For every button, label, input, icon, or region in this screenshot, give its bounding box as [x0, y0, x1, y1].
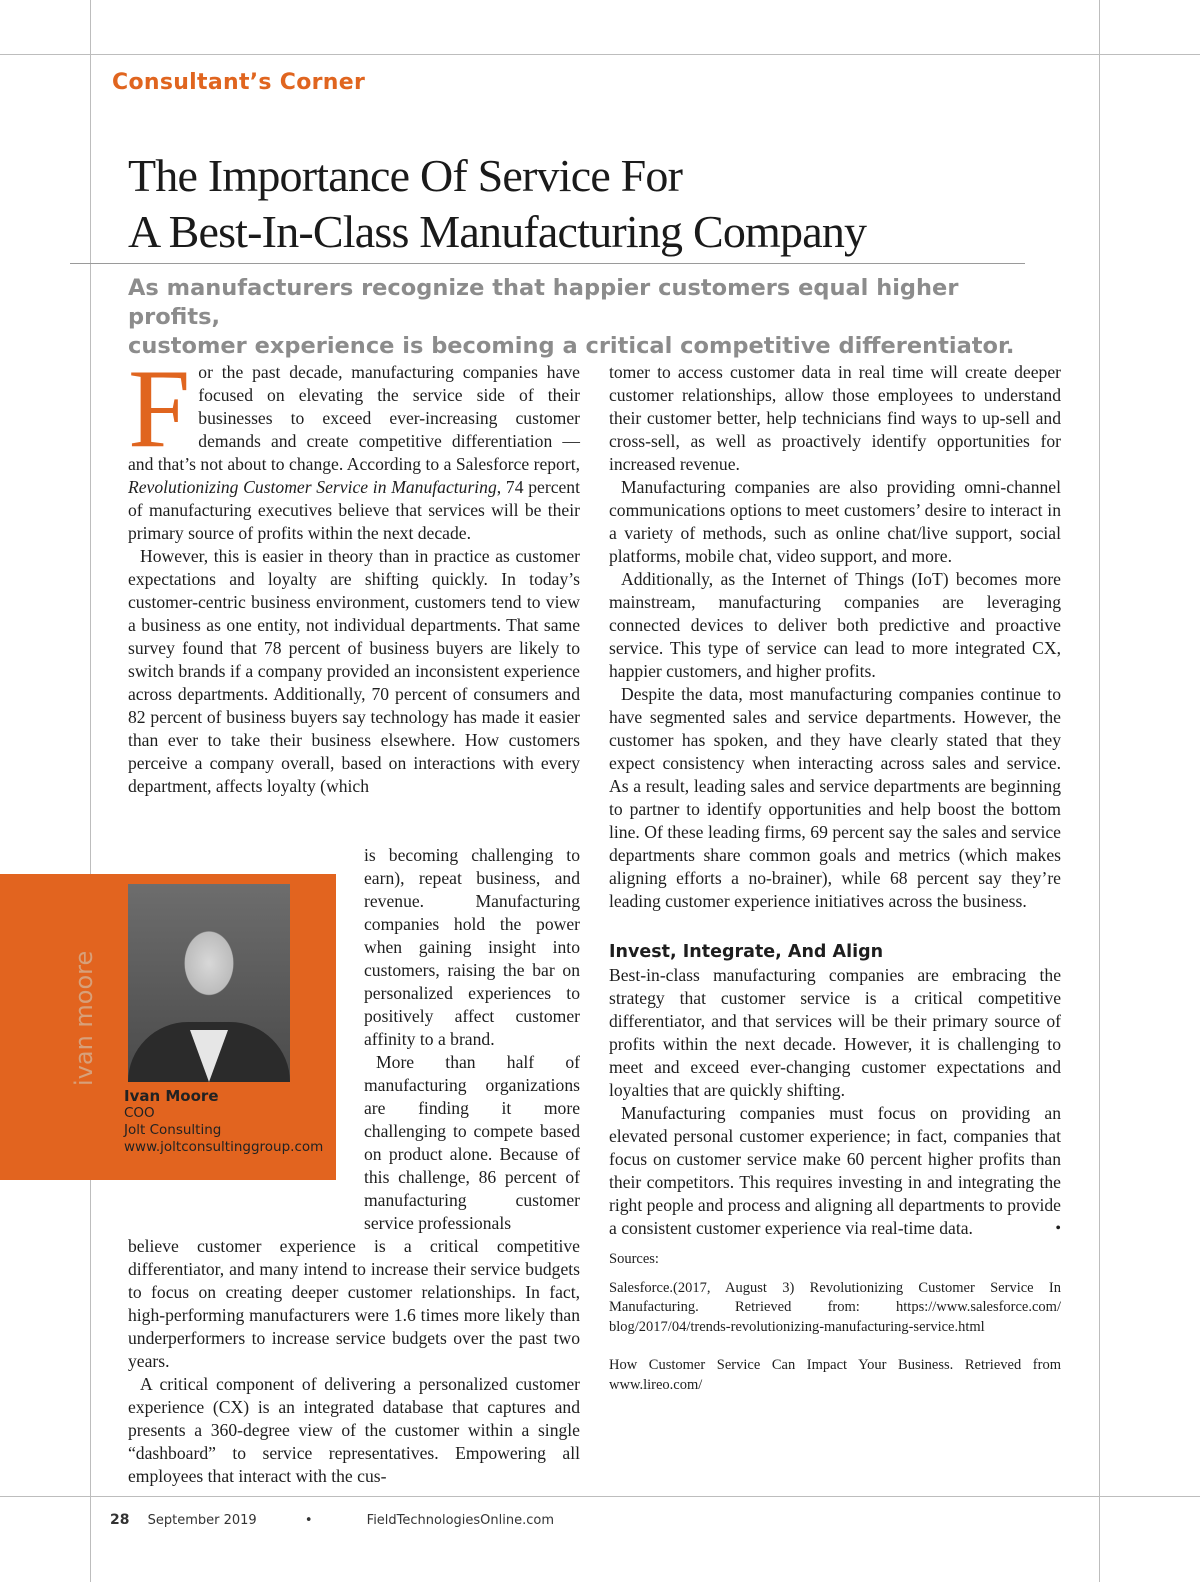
title-line: A Best-In-Class Manufacturing Company	[128, 206, 867, 257]
title-rule	[70, 263, 1025, 264]
deck-line: As manufacturers recognize that happier …	[128, 275, 959, 330]
paragraph: However, this is easier in theory than i…	[128, 546, 580, 796]
source-item: Salesforce.(2017, August 3) Revolutioniz…	[609, 1279, 1061, 1335]
page-number: 28	[110, 1512, 130, 1528]
author-role: COO	[124, 1105, 155, 1121]
paragraph: believe customer experience is a critica…	[128, 1236, 580, 1371]
site-url[interactable]: FieldTechnologiesOnline.com	[366, 1513, 555, 1528]
article-deck: As manufacturers recognize that happier …	[128, 274, 1028, 361]
sources: Sources: Salesforce.(2017, August 3) Rev…	[609, 1250, 1061, 1395]
left-column-wrap: is becoming challenging to earn), repeat…	[364, 844, 580, 1235]
paragraph: is becoming challenging to earn), repeat…	[364, 845, 580, 1049]
paragraph: Manufacturing companies must focus on pr…	[609, 1102, 1061, 1240]
drop-cap: F	[128, 347, 191, 471]
text: , 74 percent of manufacturing executives…	[128, 477, 580, 543]
page-bottom-line	[0, 1496, 1200, 1497]
sources-label: Sources:	[609, 1251, 659, 1267]
author-info: Ivan Moore COO Jolt Consulting www.joltc…	[124, 1088, 323, 1156]
page-margin-line-right	[1099, 0, 1100, 1582]
text: or the past decade, manufacturing compan…	[128, 362, 580, 474]
page-footer: 28 September 2019 • FieldTechnologiesOnl…	[110, 1512, 554, 1528]
left-column-bottom: believe customer experience is a critica…	[128, 1235, 580, 1488]
author-name: Ivan Moore	[124, 1087, 219, 1105]
author-website[interactable]: www.joltconsultinggroup.com	[124, 1139, 324, 1155]
paragraph: A critical component of delivering a per…	[128, 1374, 580, 1486]
page-margin-line-left	[90, 0, 91, 1582]
subheading: Invest, Integrate, And Align	[609, 942, 884, 962]
title-line: The Importance Of Service For	[128, 150, 683, 201]
page-top-line	[0, 54, 1200, 55]
section-label: Consultant’s Corner	[112, 70, 366, 95]
report-title: Revolutionizing Customer Service in Manu…	[128, 477, 497, 497]
author-photo	[128, 884, 290, 1082]
footer-separator: •	[304, 1513, 313, 1528]
paragraph: More than half of manufacturing organiza…	[364, 1052, 580, 1233]
author-company: Jolt Consulting	[124, 1122, 222, 1138]
paragraph: Additionally, as the Internet of Things …	[609, 569, 1061, 681]
source-item: How Customer Service Can Impact Your Bus…	[609, 1357, 1061, 1393]
text: Manufacturing companies must focus on pr…	[609, 1103, 1061, 1238]
article-title: The Importance Of Service For A Best-In-…	[128, 148, 867, 260]
paragraph: Best-in-class manufacturing companies ar…	[609, 965, 1061, 1100]
paragraph: Manufacturing companies are also providi…	[609, 477, 1061, 566]
paragraph: tomer to access customer data in real ti…	[609, 362, 1061, 474]
author-vertical-name: ivan moore	[70, 950, 98, 1086]
end-mark-icon: •	[1055, 1220, 1061, 1237]
issue-date: September 2019	[147, 1513, 257, 1528]
deck-line: customer experience is becoming a critic…	[128, 333, 1015, 359]
paragraph: Despite the data, most manufacturing com…	[609, 684, 1061, 911]
right-column: tomer to access customer data in real ti…	[609, 361, 1061, 1395]
